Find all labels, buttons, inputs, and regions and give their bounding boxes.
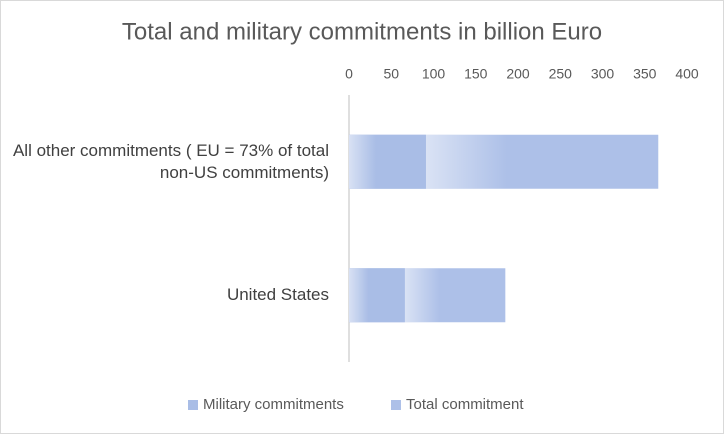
legend-label: Military commitments (203, 396, 344, 413)
y-tick-label: United States (226, 285, 329, 305)
bar-shade (404, 268, 506, 323)
legend-swatch (188, 400, 198, 410)
x-tick-label: 100 (422, 66, 446, 82)
x-tick-label: 400 (675, 66, 699, 82)
bar-shade (349, 134, 426, 189)
x-tick-label: 250 (549, 66, 573, 82)
x-tick-label: 150 (464, 66, 488, 82)
y-tick-label: All other commitments ( EU = 73% of tota… (12, 140, 329, 182)
x-tick-label: 350 (633, 66, 657, 82)
x-tick-label: 50 (383, 66, 399, 82)
x-tick-label: 0 (345, 66, 353, 82)
chart-title: Total and military commitments in billio… (122, 18, 602, 45)
x-tick-label: 300 (591, 66, 615, 82)
bar-shade (425, 134, 659, 189)
x-tick-label: 200 (506, 66, 530, 82)
legend-swatch (391, 400, 401, 410)
bar-shade (349, 268, 405, 323)
legend-label: Total commitment (406, 396, 524, 413)
